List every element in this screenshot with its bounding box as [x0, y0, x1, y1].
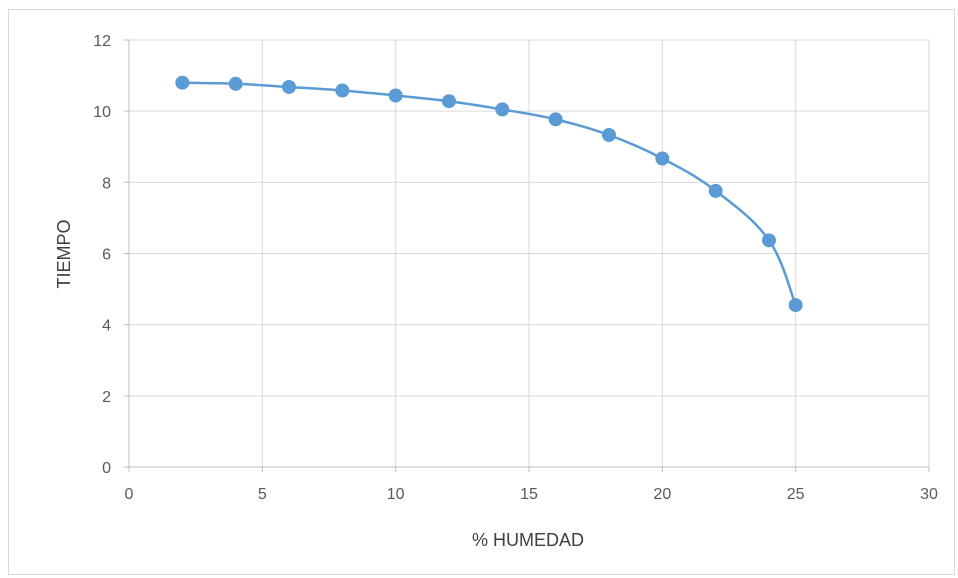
- x-tick-label: 15: [520, 486, 538, 503]
- data-point: [495, 102, 510, 117]
- x-tick-label: 30: [920, 486, 938, 503]
- series-line: [182, 81, 797, 306]
- y-tick-label: 8: [102, 175, 111, 192]
- data-point: [548, 112, 563, 127]
- y-tick-label: 4: [102, 318, 111, 335]
- data-point: [655, 151, 670, 166]
- data-point: [335, 83, 350, 98]
- x-tick-labels: 0 5 10 15 20 25 30: [125, 486, 938, 503]
- data-point: [175, 75, 190, 90]
- data-series: [175, 75, 803, 313]
- x-tick-label: 25: [787, 486, 805, 503]
- x-tick-label: 0: [125, 486, 134, 503]
- data-point: [788, 298, 803, 313]
- y-tick-labels: 0 2 4 6 8 10 12: [93, 33, 111, 477]
- y-tick-label: 6: [102, 247, 111, 264]
- data-point: [708, 183, 723, 198]
- gridlines: [129, 39, 930, 467]
- y-tick-label: 0: [102, 460, 111, 477]
- chart-area: [8, 9, 955, 575]
- x-axis-title: % HUMEDAD: [472, 530, 584, 550]
- data-point: [228, 76, 243, 91]
- data-point: [602, 128, 616, 143]
- data-point: [442, 94, 456, 109]
- data-point: [282, 79, 296, 94]
- x-tick-label: 5: [258, 486, 267, 503]
- y-tick-label: 2: [102, 389, 111, 406]
- y-tick-label: 10: [93, 104, 111, 121]
- x-tick-label: 20: [653, 486, 671, 503]
- y-axis-title: TIEMPO: [54, 219, 74, 288]
- axes: [124, 39, 930, 472]
- data-point: [388, 88, 403, 103]
- y-tick-label: 12: [93, 33, 111, 50]
- data-point: [762, 233, 776, 248]
- x-tick-label: 10: [387, 486, 405, 503]
